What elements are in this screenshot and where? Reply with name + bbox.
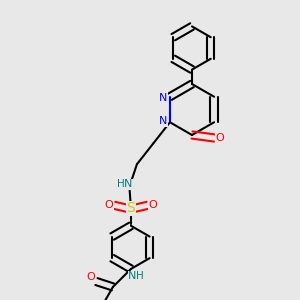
Text: O: O	[148, 200, 157, 210]
Text: N: N	[124, 179, 133, 189]
Text: O: O	[105, 200, 113, 210]
Text: N: N	[128, 272, 136, 281]
Text: N: N	[159, 116, 167, 126]
Text: O: O	[215, 133, 224, 143]
Text: O: O	[87, 272, 95, 282]
Text: N: N	[159, 93, 167, 103]
Text: H: H	[136, 272, 144, 281]
Text: H: H	[116, 179, 124, 189]
Text: S: S	[127, 201, 135, 215]
